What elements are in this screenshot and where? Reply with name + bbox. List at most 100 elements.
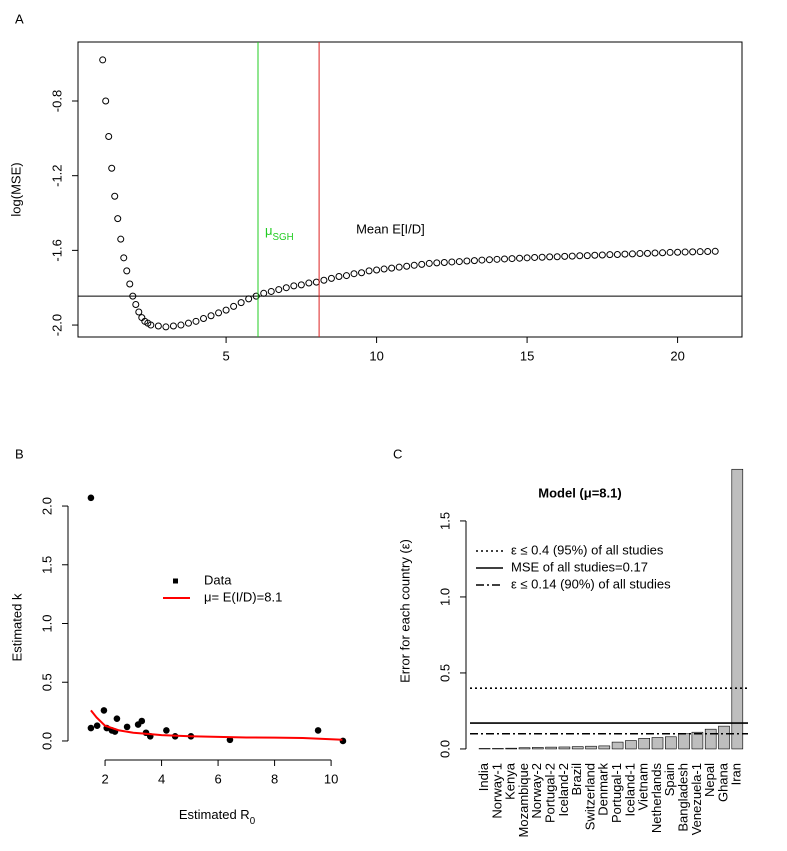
point [111, 192, 119, 200]
point [87, 724, 95, 732]
x-tick-label: 4 [158, 771, 165, 786]
point [681, 248, 689, 256]
point [100, 707, 108, 714]
point [440, 259, 448, 267]
x-tick-label: Iceland-2 [556, 763, 571, 816]
point [508, 255, 516, 263]
point [169, 322, 177, 330]
plot-box [77, 41, 743, 338]
point [342, 272, 350, 280]
point [260, 289, 268, 297]
bar [664, 736, 677, 750]
point [380, 265, 388, 273]
point [327, 274, 335, 282]
y-tick-label: -1.6 [49, 239, 64, 261]
point [425, 259, 433, 267]
point [120, 254, 128, 262]
point [215, 309, 223, 317]
x-tick-label: Netherlands [649, 763, 664, 834]
x-tick-label: Vietnam [636, 763, 651, 810]
point [350, 270, 358, 278]
point [613, 250, 621, 258]
x-tick-label: Portugal-1 [609, 763, 624, 823]
x-tick-label: Bangladesh [676, 763, 691, 832]
point [226, 736, 234, 744]
bar [611, 741, 624, 750]
point [358, 269, 366, 277]
point [154, 322, 162, 330]
point [123, 267, 131, 275]
bar [678, 733, 690, 750]
point [546, 253, 554, 261]
x-tick-label: Brazil [569, 763, 584, 796]
point [448, 258, 456, 266]
legend-label: MSE of all studies=0.17 [511, 559, 648, 574]
bar [505, 747, 518, 750]
point [553, 253, 561, 261]
point [108, 164, 116, 172]
point [598, 251, 606, 259]
point [305, 279, 313, 287]
x-tick-label: Iran [729, 763, 744, 785]
y-axis-label: log(MSE) [8, 162, 23, 216]
x-tick-label: Switzerland [582, 763, 597, 830]
bar [718, 725, 730, 750]
x-axis-label-sub: 0 [250, 816, 256, 827]
x-tick-label: India [476, 762, 491, 791]
x-tick-label: Ghana [715, 762, 730, 802]
point [659, 249, 667, 257]
point [606, 251, 614, 259]
point [388, 264, 396, 272]
bar [638, 738, 651, 750]
point [290, 282, 298, 290]
point [455, 258, 463, 266]
point [117, 235, 125, 243]
line [90, 709, 343, 741]
point [636, 250, 644, 258]
bar [598, 745, 611, 750]
point [163, 727, 170, 734]
point [147, 321, 155, 329]
point [643, 249, 651, 257]
point [312, 278, 320, 286]
panel-label: B [15, 446, 24, 461]
point [126, 280, 134, 288]
point [433, 259, 441, 267]
point [297, 281, 305, 289]
point [93, 722, 101, 730]
point [463, 257, 471, 265]
y-tick-label: 0.0 [39, 732, 54, 750]
panel-label: C [393, 446, 402, 461]
y-tick-label: -2.0 [49, 314, 64, 336]
legend-marker [173, 578, 178, 584]
point [674, 248, 682, 256]
annotation: Mean E[I/D] [356, 221, 425, 236]
x-tick-label: Portugal-2 [543, 763, 558, 823]
legend-label: ε ≤ 0.4 (95%) of all studies [511, 542, 664, 557]
x-tick-label: Spain [662, 763, 677, 796]
point [561, 252, 569, 260]
point [373, 266, 381, 274]
y-tick-label: 1.5 [437, 512, 452, 530]
y-axis-label: Estimated k [9, 593, 24, 661]
point [591, 251, 599, 259]
point [105, 132, 113, 140]
point [696, 248, 704, 256]
point [222, 306, 230, 314]
point [282, 284, 290, 292]
x-tick-label: 8 [271, 771, 278, 786]
x-tick-label: Kenya [503, 762, 518, 800]
legend-label: μ= E(I/D)=8.1 [204, 589, 282, 604]
y-tick-label: 1.5 [39, 556, 54, 574]
y-axis-label: Error for each country (ε) [397, 539, 412, 683]
legend-label: Data [204, 572, 232, 587]
y-tick-label: 0.5 [39, 673, 54, 691]
point [576, 252, 584, 260]
point [138, 717, 146, 725]
x-tick-label: Iceland-1 [622, 763, 637, 816]
bar [731, 468, 744, 750]
x-tick-label: 20 [670, 348, 684, 363]
legend-label: ε ≤ 0.14 (90%) of all studies [511, 576, 671, 591]
bar [651, 737, 664, 750]
y-tick-label: 0.0 [437, 740, 452, 758]
